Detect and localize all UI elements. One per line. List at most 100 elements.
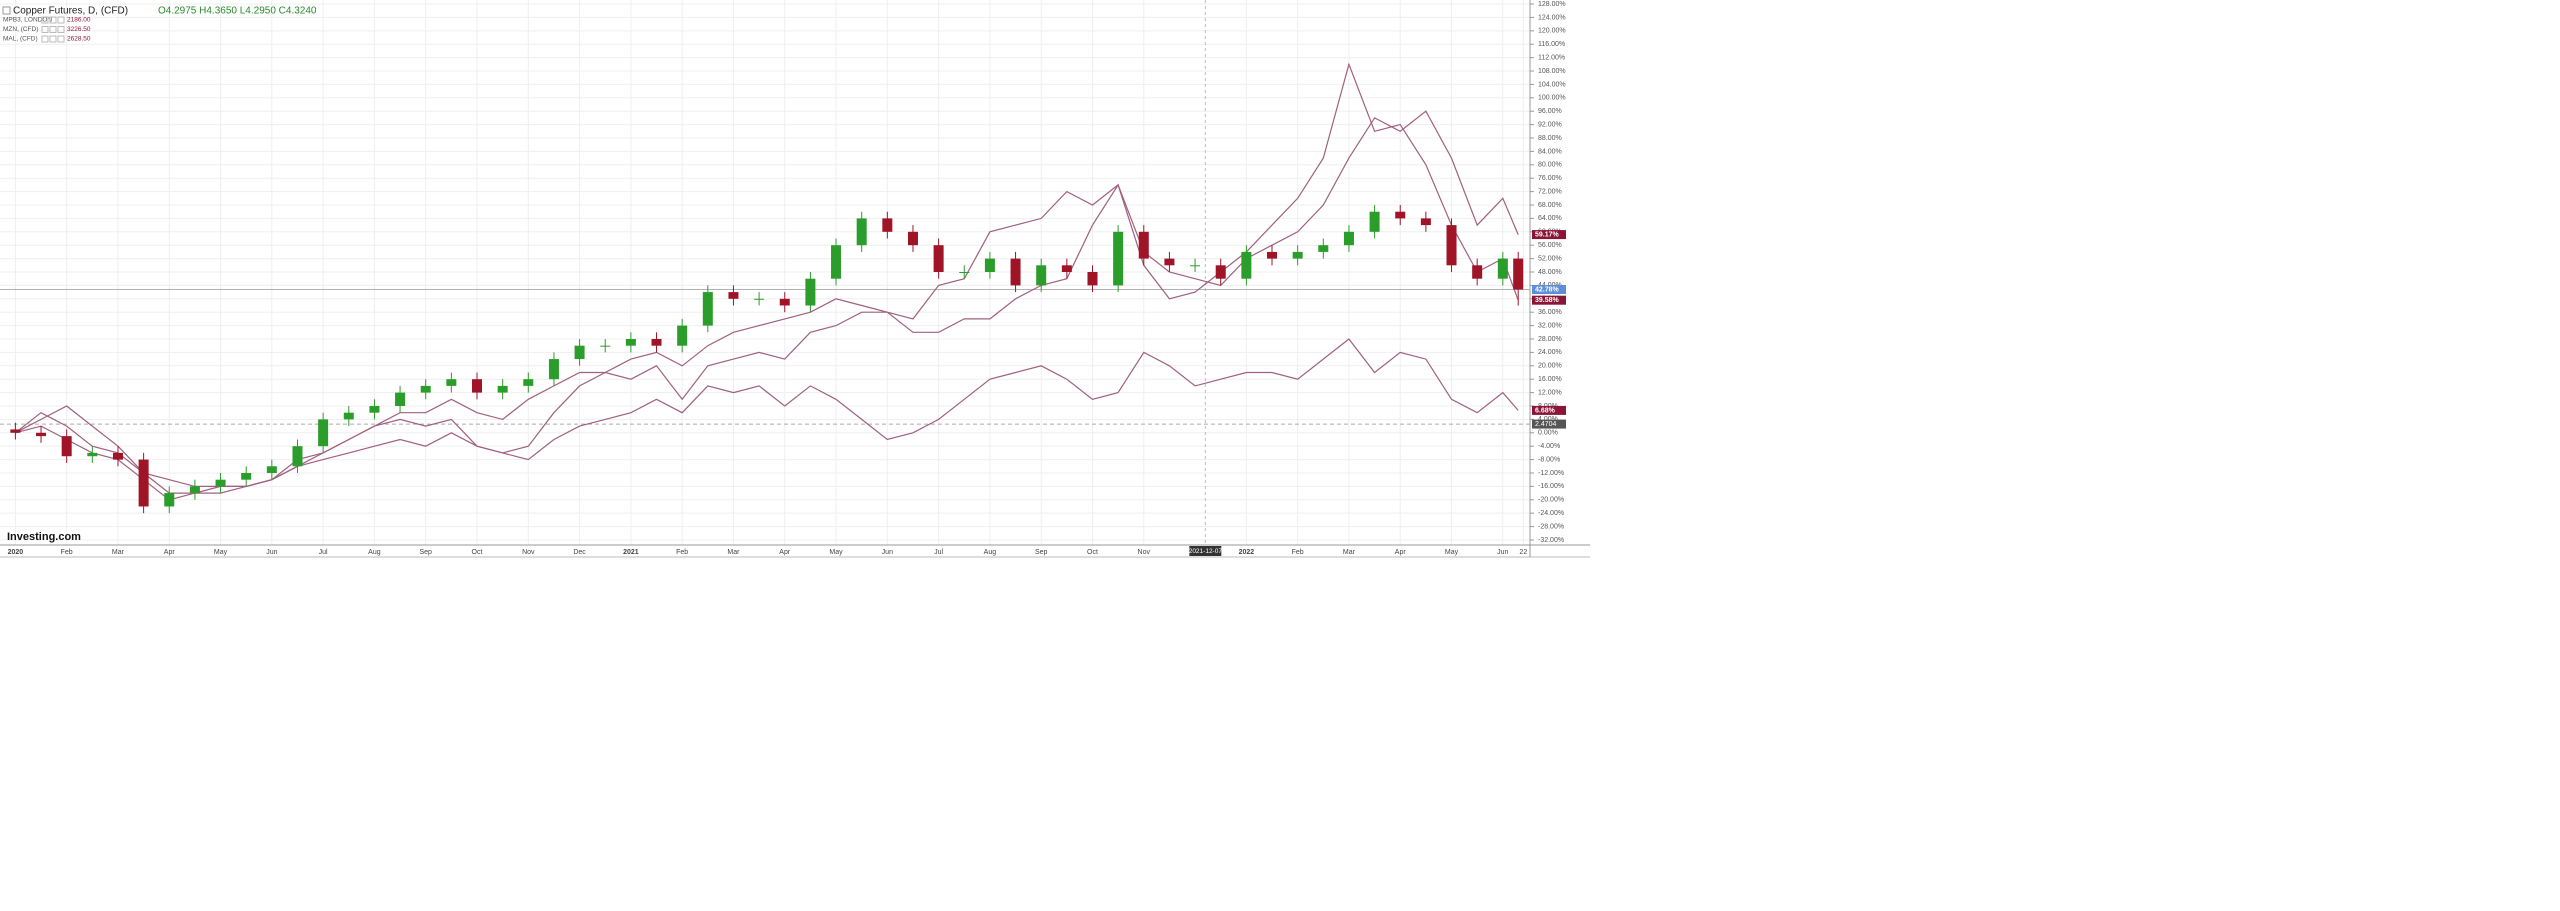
x-tick-label: 2020 [8, 549, 24, 556]
candle-body [959, 271, 970, 273]
y-tick-label: -16.00% [1538, 483, 1564, 490]
y-tick-label: -8.00% [1538, 456, 1560, 463]
y-tick-label: 32.00% [1538, 322, 1562, 329]
candle-body [1138, 231, 1149, 259]
x-tick-label: Jun [1497, 549, 1508, 556]
legend-name: MPB3, LONDON [3, 17, 52, 24]
x-tick-label: May [829, 549, 843, 556]
candle-body [1513, 258, 1524, 290]
candle-body [1241, 251, 1252, 279]
y-tick-label: -24.00% [1538, 510, 1564, 517]
y-tick-label: 112.00% [1538, 54, 1565, 61]
candle-body [497, 385, 508, 393]
candle-body [933, 245, 944, 272]
legend-icon [41, 16, 49, 24]
x-tick-label: Feb [61, 549, 73, 556]
candle-body [548, 359, 559, 380]
ohlc-label: O4.2975 H4.3650 L4.2950 C4.3240 [158, 6, 317, 17]
candle-body [984, 258, 995, 272]
y-tick-label: -4.00% [1538, 443, 1560, 450]
x-tick-label: Feb [676, 549, 688, 556]
x-tick-label: Jul [319, 549, 328, 556]
candle-body [241, 472, 252, 480]
candle-body [677, 325, 688, 346]
y-tick-label: -12.00% [1538, 470, 1564, 477]
x-tick-label: Oct [472, 549, 483, 556]
logo: Investing.com [7, 531, 81, 543]
candle-body [369, 405, 380, 413]
x-tick-label: Mar [112, 549, 125, 556]
y-tick-label: 24.00% [1538, 349, 1562, 356]
candle-body [292, 446, 303, 467]
y-tick-label: 124.00% [1538, 14, 1566, 21]
reference-badge [1532, 419, 1566, 429]
candle-body [215, 479, 226, 487]
y-tick-label: 68.00% [1538, 202, 1562, 209]
y-tick-label: 92.00% [1538, 121, 1562, 128]
candle-body [164, 493, 175, 507]
legend-name: MAL, (CFD) [3, 36, 38, 43]
x-tick-label: Feb [1292, 549, 1304, 556]
x-tick-label: Nov [522, 549, 535, 556]
candle-body [1267, 251, 1278, 259]
candle-body [1343, 231, 1354, 246]
candle-body [1446, 225, 1457, 266]
y-tick-label: 16.00% [1538, 376, 1562, 383]
y-tick-label: 0.00% [1538, 430, 1558, 437]
candle-body [1292, 251, 1303, 259]
legend-icon [49, 16, 57, 24]
x-tick-label: 2021 [623, 549, 639, 556]
x-tick-label: 22 [1519, 549, 1527, 556]
y-tick-label: 116.00% [1538, 41, 1565, 48]
candle-body [395, 392, 406, 406]
x-tick-label: Sep [1035, 549, 1048, 556]
reference-label: 2.4704 [1535, 421, 1557, 428]
x-tick-label: Apr [779, 549, 791, 556]
x-tick-label: Nov [1138, 549, 1151, 556]
y-tick-label: 108.00% [1538, 68, 1566, 75]
candle-body [1010, 258, 1021, 286]
x-tick-label: Aug [368, 549, 381, 556]
legend-icon [57, 35, 65, 43]
candle-body [1472, 265, 1483, 279]
candle-body [600, 345, 611, 347]
candle-body [138, 459, 149, 507]
candle-body [1190, 265, 1201, 267]
candle-body [907, 231, 918, 246]
y-tick-label: 12.00% [1538, 389, 1562, 396]
x-tick-label: Aug [984, 549, 997, 556]
candle-body [61, 436, 72, 457]
end-label: 59.17% [1535, 231, 1560, 238]
y-tick-label: 36.00% [1538, 309, 1562, 316]
x-tick-label: Oct [1087, 549, 1098, 556]
x-tick-label: Mar [727, 549, 740, 556]
y-tick-label: -20.00% [1538, 497, 1564, 504]
x-tick-label: 2022 [1239, 549, 1255, 556]
candle-body [1420, 218, 1431, 226]
end-label: 39.58% [1535, 297, 1560, 304]
candle-body [805, 278, 816, 306]
candle-body [10, 429, 21, 433]
y-tick-label: 28.00% [1538, 336, 1562, 343]
legend-price: 2186.00 [67, 17, 91, 24]
crosshair-label: 2021-12-07 [1189, 548, 1223, 555]
y-tick-label: 76.00% [1538, 175, 1562, 182]
end-label: 6.68% [1535, 407, 1556, 414]
candle-body [625, 338, 636, 346]
candle-body [856, 218, 867, 246]
candle-body [1113, 231, 1124, 286]
x-tick-label: May [1445, 549, 1459, 556]
collapse-icon[interactable] [2, 6, 11, 15]
x-tick-label: Mar [1343, 549, 1356, 556]
crosshair-badge [1189, 546, 1222, 556]
candle-body [1164, 258, 1175, 266]
candle-body [523, 379, 534, 386]
candle-body [651, 338, 662, 346]
candle-body [1395, 211, 1406, 219]
candle-body [1497, 258, 1508, 279]
candle-body [779, 298, 790, 306]
y-tick-label: 120.00% [1538, 28, 1566, 35]
